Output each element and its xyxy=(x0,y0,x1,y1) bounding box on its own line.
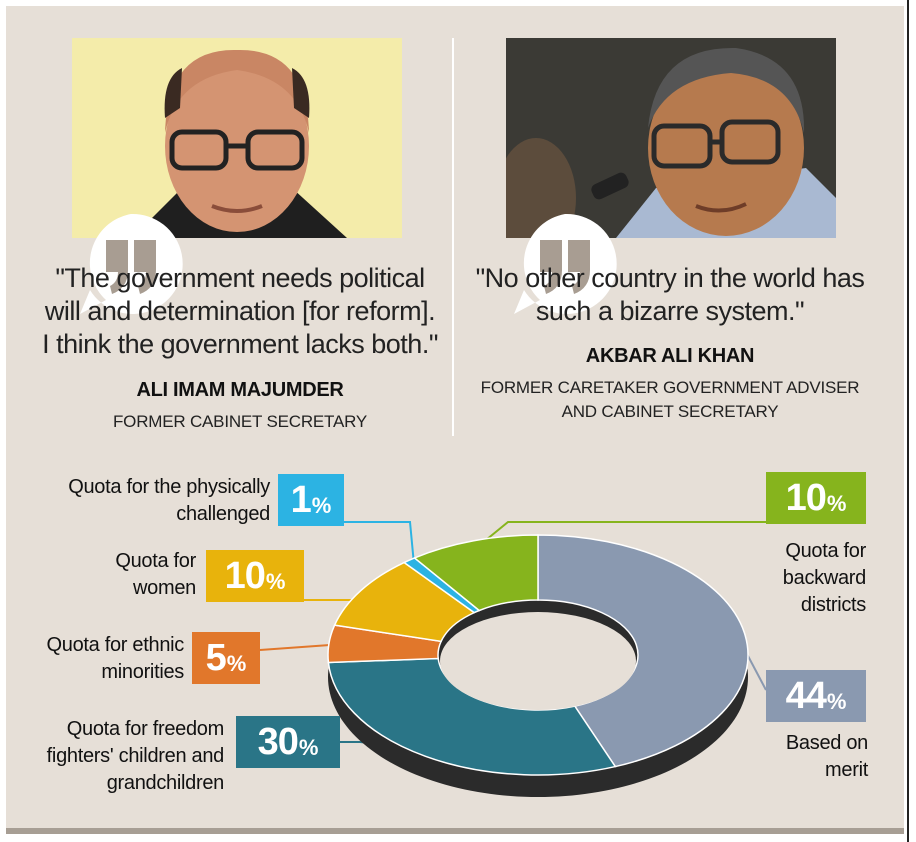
value-physically: 1 xyxy=(290,478,312,521)
donut-slices xyxy=(327,534,749,776)
label-ethnic-minorities: Quota for ethnic minorities xyxy=(46,634,184,683)
value-badge-women: 10% xyxy=(206,550,304,602)
label-physically-challenged: Quota for the physically challenged xyxy=(68,476,270,525)
label-women: Quota for women xyxy=(115,550,196,599)
quote-text-right: "No other country in the world has such … xyxy=(475,263,865,326)
value-badge-physically: 1% xyxy=(278,474,344,526)
pct-backward: % xyxy=(826,491,847,516)
pct-physically: % xyxy=(311,493,332,518)
right-rule xyxy=(907,0,909,842)
slice-backward xyxy=(413,534,539,612)
quote-mark-icon-left xyxy=(80,213,183,314)
value-ethnic: 5 xyxy=(205,636,227,679)
column-divider xyxy=(452,38,454,436)
quote-text-left: "The government needs political will and… xyxy=(42,263,438,359)
value-merit: 44 xyxy=(785,674,827,717)
leader-physically xyxy=(344,521,416,567)
label-backward-districts: Quota for backward districts xyxy=(782,540,867,616)
portrait-photo-right xyxy=(506,38,836,238)
pct-freedom: % xyxy=(298,735,319,760)
label-freedom-fighters: Quota for freedom fighters' children and… xyxy=(46,718,225,794)
value-freedom: 30 xyxy=(257,720,299,763)
value-women: 10 xyxy=(224,554,266,597)
value-badge-merit: 44% xyxy=(766,670,866,722)
quote-mark-icon-right xyxy=(514,213,617,314)
value-badge-backward: 10% xyxy=(766,472,866,524)
speaker-role-right: FORMER CARETAKER GOVERNMENT ADVISER AND … xyxy=(480,378,860,421)
value-badge-freedom: 30% xyxy=(236,716,340,768)
value-backward: 10 xyxy=(785,476,827,519)
slice-merit xyxy=(537,534,749,768)
pct-ethnic: % xyxy=(226,651,247,676)
leader-ethnic xyxy=(259,643,337,651)
speaker-name-right: AKBAR ALI KHAN xyxy=(585,345,755,367)
label-merit: Based on merit xyxy=(785,732,868,781)
speaker-role-left: FORMER CABINET SECRETARY xyxy=(112,412,368,431)
donut-hole xyxy=(440,612,636,710)
bottom-rule xyxy=(6,828,904,834)
pct-merit: % xyxy=(826,689,847,714)
value-badge-ethnic: 5% xyxy=(192,632,260,684)
pct-women: % xyxy=(265,569,286,594)
portrait-photo-left xyxy=(72,38,402,238)
speaker-name-left: ALI IMAM MAJUMDER xyxy=(136,379,344,401)
